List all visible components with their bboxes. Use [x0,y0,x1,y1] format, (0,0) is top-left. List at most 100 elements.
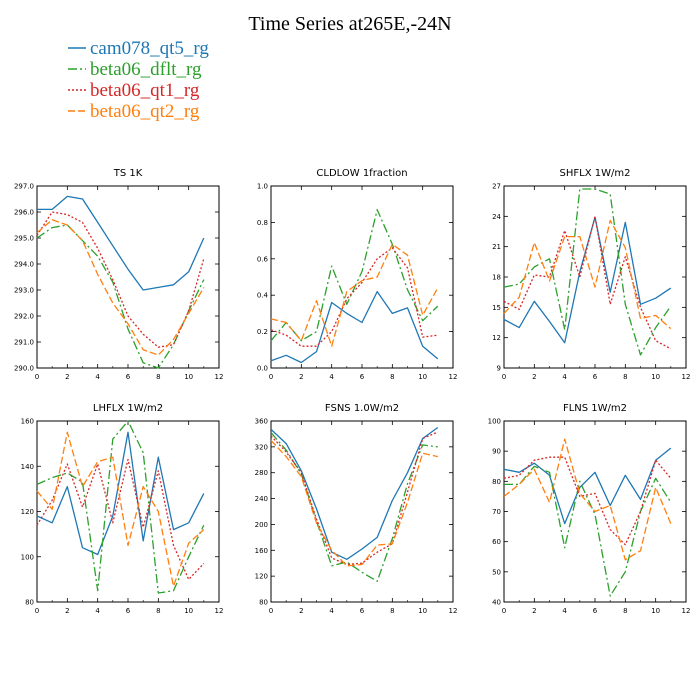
x-tick-label: 10 [184,373,193,381]
series-line-cam078_qt5_rg [37,195,205,291]
x-tick-label: 2 [299,607,303,615]
y-tick-label: 280 [255,469,268,477]
panel-5: FSNS 1.0W/m2 0 2 4 6 8 10 12 80 120 160 200 240 280 32… [255,403,458,615]
y-tick-label: 40 [492,599,501,607]
panel-6: FLNS 1W/m2 0 2 4 6 8 10 12 40 50 60 70 80 90 100 [488,403,691,615]
series-line-cam078_qt5_rg [503,216,672,344]
series-line-beta06_qt1_rg [503,456,672,546]
y-tick-label: 0.4 [257,292,269,300]
y-tick-label: 0.8 [257,219,268,227]
legend-label: beta06_dflt_rg [90,59,202,80]
y-tick-label: 24 [492,213,501,221]
y-tick-label: 0.0 [257,365,268,373]
y-tick-label: 200 [255,521,268,529]
plot-frame [503,185,687,369]
x-tick-label: 8 [390,373,394,381]
panel-4: LHFLX 1W/m2 0 2 4 6 8 10 12 80 100 120 140 160 [21,403,224,615]
x-tick-label: 4 [329,373,334,381]
plot-frame [270,185,454,369]
y-tick-label: 9 [497,365,501,373]
series-line-beta06_dflt_rg [270,209,439,342]
y-tick-label: 70 [492,508,501,516]
series-line-beta06_qt1_rg [503,215,672,350]
x-tick-label: 10 [651,373,660,381]
x-tick-label: 6 [360,607,365,615]
y-tick-label: 12 [492,334,501,342]
y-tick-label: 15 [492,304,501,312]
y-tick-label: 80 [492,478,501,486]
x-tick-label: 12 [215,373,224,381]
y-tick-label: 50 [492,568,501,576]
x-tick-label: 2 [65,607,69,615]
x-tick-label: 0 [269,607,273,615]
series-line-beta06_dflt_rg [503,188,672,356]
panel-title: SHFLX 1W/m2 [560,168,631,179]
series-line-beta06_qt2_rg [270,243,439,347]
series-line-beta06_qt2_rg [270,439,438,567]
x-tick-label: 12 [682,373,691,381]
y-tick-label: 291.0 [14,339,34,347]
figure-title: Time Series at265E,-24N [248,13,451,35]
series-line-beta06_dflt_rg [36,224,205,369]
x-tick-label: 10 [651,607,660,615]
legend-label: beta06_qt2_rg [90,101,200,122]
series-line-beta06_dflt_rg [270,432,438,582]
panel-title: TS 1K [113,168,143,179]
x-tick-label: 6 [593,373,598,381]
y-tick-label: 294.0 [14,261,34,269]
series-line-cam078_qt5_rg [36,431,205,556]
panel-2: CLDLOW 1fraction 0 2 4 6 8 10 12 0.0 0.2 0.4 0.6 0.8… [257,168,458,381]
y-tick-label: 60 [492,538,501,546]
y-tick-label: 100 [21,553,34,561]
series-line-cam078_qt5_rg [270,290,439,364]
x-tick-label: 12 [682,607,691,615]
x-tick-label: 8 [156,607,160,615]
y-tick-label: 120 [21,508,34,516]
x-tick-label: 4 [329,607,334,615]
x-tick-label: 0 [269,373,273,381]
legend-item: beta06_qt1_rg [68,80,200,101]
x-tick-label: 12 [449,373,458,381]
y-tick-label: 160 [21,418,34,426]
series-line-beta06_qt1_rg [36,458,205,581]
series-line-beta06_qt2_rg [36,219,205,356]
panel-title: LHFLX 1W/m2 [93,403,163,414]
x-tick-label: 0 [502,373,506,381]
x-tick-label: 8 [390,607,394,615]
x-tick-label: 4 [562,373,567,381]
y-tick-label: 240 [255,495,268,503]
legend-label: beta06_qt1_rg [90,80,200,101]
x-tick-label: 4 [562,607,567,615]
series-line-cam078_qt5_rg [270,426,439,560]
x-tick-label: 0 [502,607,506,615]
y-tick-label: 18 [492,274,501,282]
x-tick-label: 2 [65,373,69,381]
panel-title: CLDLOW 1fraction [316,168,407,179]
x-tick-label: 6 [126,373,131,381]
y-tick-label: 1.0 [257,183,268,191]
x-tick-label: 10 [418,607,427,615]
y-tick-label: 90 [492,448,501,456]
x-tick-label: 8 [623,607,627,615]
legend-item: beta06_qt2_rg [68,101,200,122]
legend-item: beta06_dflt_rg [68,59,202,80]
y-tick-label: 360 [255,418,268,426]
panels: TS 1K0 2 4 6 8 10 12290.0291.0292.0293.0294.02… [14,168,691,615]
series-line-beta06_qt2_rg [503,219,672,330]
x-tick-label: 8 [623,373,627,381]
x-tick-label: 0 [35,607,39,615]
x-tick-label: 6 [360,373,365,381]
x-tick-label: 12 [449,607,458,615]
y-tick-label: 0.2 [257,328,268,336]
legend: cam078_qt5_rgbeta06_dflt_rgbeta06_qt1_rg… [68,38,209,122]
y-tick-label: 290.0 [14,365,34,373]
y-tick-label: 80 [259,599,268,607]
x-tick-label: 8 [156,373,160,381]
series-line-beta06_dflt_rg [504,465,672,597]
x-tick-label: 10 [418,373,427,381]
panel-title: FLNS 1W/m2 [563,403,627,414]
y-tick-label: 140 [21,463,34,471]
y-tick-label: 293.0 [14,287,34,295]
y-tick-label: 100 [488,418,501,426]
